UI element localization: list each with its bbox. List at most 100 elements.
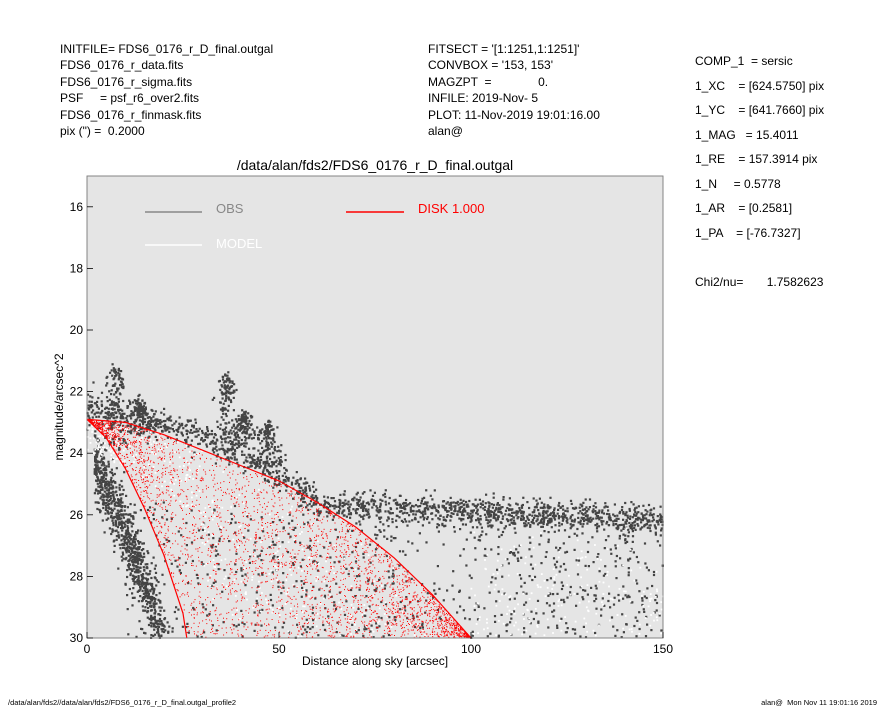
model-point: [211, 518, 214, 521]
obs-point: [634, 507, 637, 510]
disk-point: [308, 523, 310, 525]
obs-point: [100, 391, 104, 394]
obs-point: [424, 510, 427, 513]
obs-point: [423, 508, 426, 511]
obs-point: [155, 602, 158, 605]
obs-point: [473, 608, 476, 612]
obs-point: [368, 503, 371, 506]
obs-point: [138, 547, 141, 551]
model-point: [287, 513, 289, 516]
disk-point: [426, 606, 428, 608]
disk-point: [391, 612, 393, 614]
obs-point: [206, 436, 209, 439]
header-left-block: INITFILE= FDS6_0176_r_D_final.outgal FDS6…: [60, 41, 273, 139]
model-point: [188, 462, 190, 465]
disk-point: [355, 617, 357, 619]
obs-point: [543, 518, 546, 521]
obs-point: [147, 610, 150, 613]
obs-point: [300, 580, 303, 583]
obs-point: [128, 537, 132, 540]
obs-point: [264, 460, 267, 463]
obs-point: [489, 515, 492, 518]
obs-point: [547, 531, 550, 534]
obs-point: [584, 515, 587, 518]
obs-point: [240, 419, 243, 422]
obs-point: [477, 605, 480, 608]
obs-point: [275, 465, 278, 468]
obs-point: [168, 625, 171, 628]
model-point: [292, 583, 295, 586]
obs-point: [112, 443, 116, 446]
obs-point: [267, 435, 270, 438]
obs-point: [156, 419, 159, 423]
model-point: [350, 619, 353, 621]
obs-point: [107, 503, 111, 506]
model-point: [350, 585, 353, 588]
obs-point: [658, 614, 661, 617]
obs-point: [130, 522, 133, 525]
disk-point: [368, 566, 370, 568]
obs-point: [378, 529, 381, 532]
disk-point: [209, 520, 211, 522]
obs-point: [334, 504, 337, 507]
obs-point: [131, 569, 134, 572]
obs-point: [524, 601, 528, 604]
model-point: [504, 558, 507, 560]
obs-point: [152, 518, 155, 521]
obs-point: [114, 391, 118, 394]
obs-point: [599, 516, 602, 519]
obs-point: [458, 509, 461, 512]
obs-point: [188, 419, 191, 422]
obs-point: [256, 602, 259, 605]
obs-point: [311, 496, 314, 499]
obs-point: [351, 529, 354, 532]
disk-point: [346, 609, 348, 611]
obs-point: [605, 512, 609, 516]
obs-point: [95, 479, 98, 482]
disk-point: [139, 445, 141, 447]
obs-point: [165, 538, 168, 541]
obs-point: [297, 484, 300, 487]
obs-point: [231, 380, 234, 383]
obs-point: [123, 538, 127, 541]
disk-point: [421, 625, 423, 627]
model-point: [649, 598, 651, 600]
obs-point: [141, 580, 144, 584]
model-point: [197, 468, 199, 471]
obs-point: [268, 430, 271, 433]
obs-point: [620, 508, 624, 512]
obs-point: [129, 513, 132, 516]
obs-point: [428, 521, 431, 524]
obs-point: [608, 592, 611, 595]
disk-point: [273, 495, 275, 497]
obs-point: [257, 573, 260, 576]
obs-point: [348, 510, 351, 513]
obs-point: [609, 516, 612, 519]
obs-point: [118, 522, 121, 525]
obs-point: [114, 402, 118, 405]
disk-point: [307, 546, 309, 548]
obs-point: [633, 508, 636, 512]
obs-point: [150, 605, 153, 608]
disk-point: [114, 432, 116, 434]
disk-point: [332, 632, 334, 634]
obs-point: [629, 515, 632, 518]
disk-point: [453, 630, 455, 632]
obs-point: [406, 512, 409, 515]
obs-point: [515, 548, 518, 551]
obs-point: [256, 464, 259, 467]
obs-point: [223, 449, 226, 452]
model-point: [270, 524, 273, 526]
obs-point: [234, 442, 238, 445]
obs-point: [265, 440, 268, 443]
obs-point: [548, 507, 551, 510]
obs-point: [412, 509, 415, 513]
obs-point: [196, 577, 199, 580]
obs-point: [133, 511, 136, 514]
obs-point: [285, 489, 288, 492]
obs-point: [437, 506, 440, 509]
obs-point: [336, 536, 339, 539]
obs-point: [159, 613, 162, 617]
obs-point: [227, 404, 230, 407]
obs-point: [106, 413, 109, 416]
